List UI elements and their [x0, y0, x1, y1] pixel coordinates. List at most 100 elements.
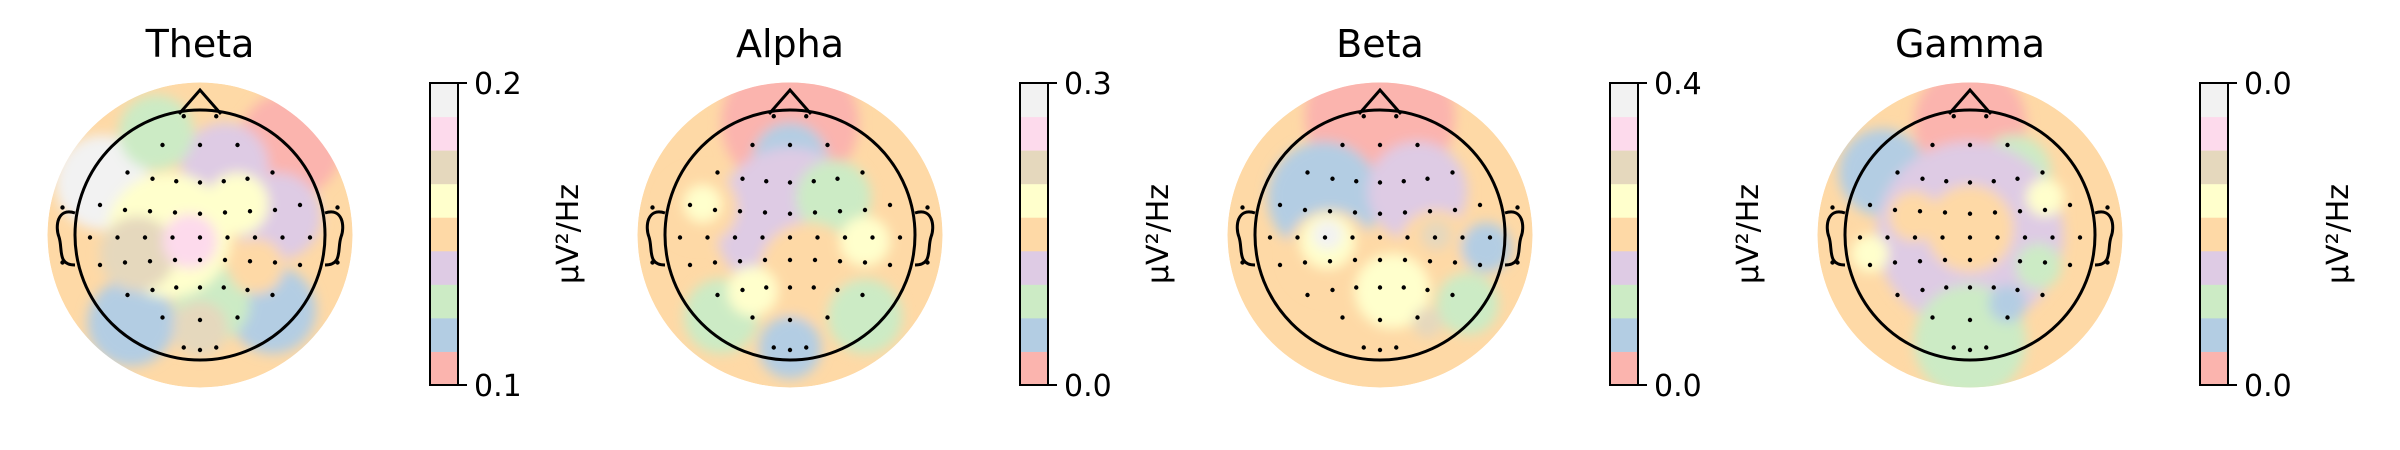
sensor-dot: [1452, 207, 1458, 213]
sensor-dot: [1515, 260, 1520, 265]
sensor-dot: [297, 262, 303, 268]
sensor-dot: [842, 235, 848, 240]
sensor-layer: [1240, 114, 1520, 353]
map-region: [758, 316, 822, 379]
sensor-dot: [1895, 292, 1900, 298]
map-region: [1436, 272, 1499, 335]
left-ear-outline: [645, 210, 666, 267]
sensor-dot: [1361, 345, 1366, 350]
colorbar-step: [1610, 116, 1638, 151]
colorbar-step: [1020, 250, 1048, 285]
sensor-dot: [1394, 345, 1399, 350]
nose-outline: [1947, 87, 1993, 115]
map-region: [1888, 191, 1939, 242]
sensor-dot: [1460, 235, 1465, 240]
colorbar-tick-label: 0.1: [474, 369, 522, 404]
colorbar-step: [1610, 217, 1638, 252]
colorbar-step: [1020, 217, 1048, 252]
colorbar-step: [2200, 116, 2228, 151]
map-region: [683, 185, 722, 223]
sensor-dot: [812, 210, 818, 215]
colorbar-step: [1610, 284, 1638, 319]
map-region: [1412, 307, 1443, 338]
sensor-layer: [650, 114, 930, 353]
sensor-dot: [1354, 285, 1359, 290]
sensor-dot: [787, 257, 793, 263]
sensor-dot: [737, 209, 743, 214]
colorbar-step: [1610, 183, 1638, 218]
sensor-dot: [1991, 285, 1996, 290]
sensor-dot: [1942, 257, 1948, 263]
sensor-dot: [1452, 260, 1458, 265]
sensor-dot: [2015, 287, 2020, 293]
sensor-dot: [750, 315, 755, 320]
colorbar-step: [430, 250, 458, 285]
topomap-surface: [1227, 82, 1533, 388]
map-region: [1312, 220, 1343, 250]
colorbar-step: [2200, 217, 2228, 252]
sensor-dot: [1992, 257, 1998, 263]
colorbar-step: [430, 83, 458, 118]
map-region: [2026, 178, 2064, 217]
sensor-dot: [1885, 235, 1890, 240]
sensor-dot: [2105, 205, 2110, 210]
sensor-dot: [272, 260, 278, 265]
sensor-dot: [1240, 205, 1245, 210]
sensor-dot: [160, 142, 165, 148]
sensor-dot: [1322, 235, 1328, 240]
sensor-dot: [811, 285, 816, 290]
left-ear-outline: [55, 210, 76, 267]
sensor-dot: [147, 259, 153, 264]
sensor-dot: [60, 205, 65, 210]
sensor-dot: [811, 179, 816, 184]
colorbar-step: [2200, 83, 2228, 118]
sensor-dot: [1944, 285, 1949, 290]
colorbar-step: [430, 351, 458, 386]
sensor-dot: [160, 315, 165, 320]
colorbar-step: [1610, 150, 1638, 185]
sensor-dot: [181, 114, 186, 119]
sensor-dot: [1967, 211, 1973, 216]
sensor-dot: [762, 210, 768, 215]
head-outline: [663, 108, 917, 362]
map-region: [1988, 285, 2027, 323]
sensor-dot: [1425, 287, 1430, 293]
topomap-panel: Alpha 0.0 0.3 µV²/Hz: [637, 22, 1176, 404]
sensor-dot: [732, 235, 738, 240]
map-region: [206, 172, 269, 235]
map-region: [87, 278, 175, 367]
sensor-dot: [1352, 210, 1358, 215]
sensor-dot: [1930, 142, 1935, 148]
sensor-dot: [1415, 142, 1420, 148]
sensor-dot: [1377, 285, 1383, 290]
sensor-dot: [1352, 257, 1358, 263]
map-region: [1461, 222, 1512, 273]
colorbar-step: [1610, 250, 1638, 285]
colorbar-step: [430, 217, 458, 252]
sensor-dot: [1350, 235, 1355, 240]
sensor-dot: [740, 287, 745, 293]
sensor-dot: [97, 262, 103, 268]
sensor-dot: [2042, 207, 2048, 213]
sensor-dot: [787, 211, 793, 216]
sensor-dot: [1267, 235, 1273, 240]
sensor-dot: [1951, 345, 1956, 350]
topomap-surface: [1817, 82, 2123, 388]
sensor-dot: [887, 202, 893, 208]
sensor-dot: [1240, 260, 1245, 265]
sensor-dot: [214, 114, 219, 119]
colorbar-step: [2200, 351, 2228, 386]
sensor-dot: [1450, 292, 1455, 298]
sensor-dot: [2105, 260, 2110, 265]
sensor-dot: [1967, 317, 1973, 323]
topomap-surface: [47, 82, 353, 388]
sensor-dot: [1944, 179, 1949, 184]
sensor-dot: [221, 179, 226, 184]
sensor-dot: [787, 347, 793, 353]
sensor-dot: [687, 262, 693, 268]
sensor-dot: [1427, 209, 1433, 214]
sensor-dot: [142, 235, 148, 240]
sensor-dot: [1415, 315, 1420, 320]
colorbar-step: [430, 284, 458, 319]
sensor-dot: [835, 287, 840, 293]
